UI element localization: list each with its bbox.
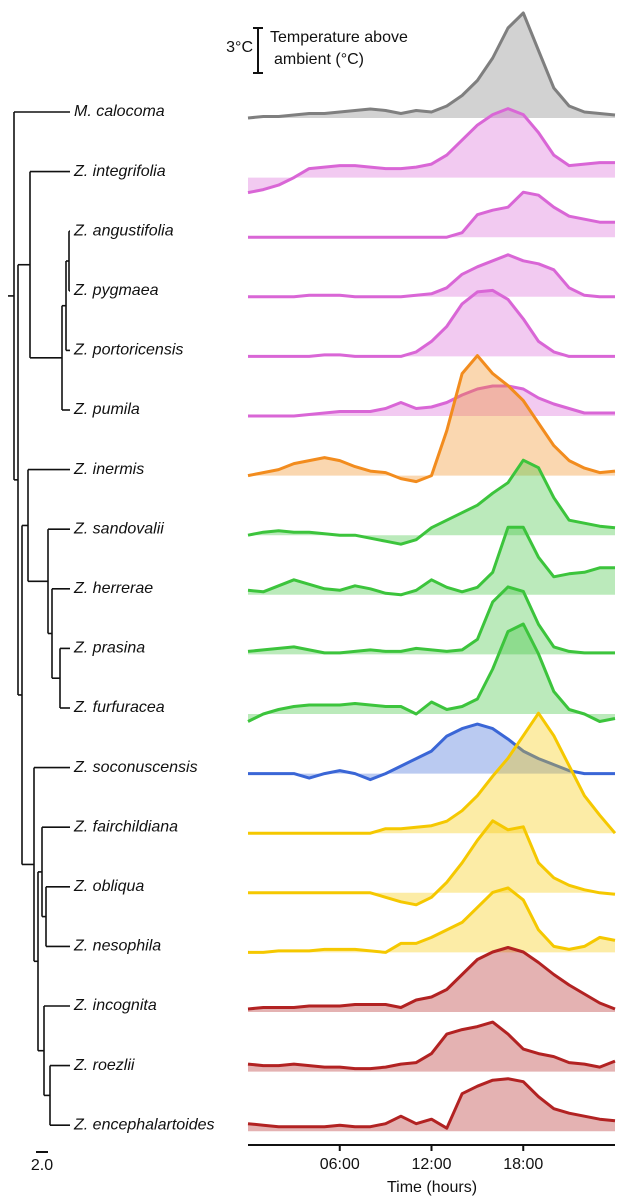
trace-area — [248, 460, 615, 545]
species-label: Z. sandovalii — [73, 520, 164, 537]
species-label: Z. obliqua — [73, 878, 144, 895]
scale-bar-label: 3°C — [226, 39, 253, 56]
species-label: Z. fairchildiana — [73, 818, 178, 835]
trace-line — [248, 722, 615, 782]
species-label: Z. nesophila — [73, 938, 161, 955]
species-label: Z. encephalartoides — [73, 1116, 215, 1133]
trace-line — [248, 384, 615, 418]
trace-area — [248, 1078, 615, 1132]
trace-area — [248, 355, 615, 482]
trace-line — [247, 1077, 616, 1130]
trace-line — [248, 190, 615, 239]
trace-area — [248, 1022, 615, 1072]
trace-area — [248, 192, 615, 238]
trace-area — [248, 947, 615, 1012]
species-label: Z. inermis — [73, 461, 144, 478]
species-label: Z. portoricensis — [73, 342, 183, 359]
species-label: Z. herrerae — [73, 580, 153, 597]
trace-area — [248, 713, 615, 834]
species-label: Z. incognita — [73, 997, 157, 1014]
trace-area — [248, 108, 615, 193]
species-label: M. calocoma — [74, 103, 165, 120]
x-tick-label: 18:00 — [503, 1156, 543, 1173]
species-label: Z. roezlii — [73, 1057, 135, 1074]
species-label: Z. integrifolia — [73, 163, 166, 180]
trace-area — [248, 820, 615, 905]
y-label: ambient (°C) — [274, 51, 364, 68]
species-label: Z. soconuscensis — [73, 759, 198, 776]
species-label: Z. pumila — [73, 401, 140, 418]
species-label: Z. prasina — [73, 640, 145, 657]
trace-area — [248, 254, 615, 297]
trace-area — [248, 290, 615, 357]
trace-line — [247, 525, 615, 597]
trace-line — [247, 107, 615, 195]
trace-line — [247, 11, 616, 120]
trace-area — [248, 13, 615, 118]
trace-area — [248, 386, 615, 416]
trace-area — [248, 624, 615, 722]
trace-line — [247, 1020, 616, 1071]
trace-line — [248, 288, 615, 358]
tree-scale-label: 2.0 — [31, 1157, 53, 1174]
x-tick-label: 12:00 — [411, 1156, 451, 1173]
trace-area — [248, 887, 615, 953]
trace-line — [247, 354, 616, 484]
trace-area — [248, 527, 615, 595]
x-label: Time (hours) — [387, 1179, 477, 1196]
trace-line — [247, 585, 615, 655]
trace-line — [247, 946, 616, 1011]
y-label: Temperature above — [270, 29, 408, 46]
trace-line — [248, 819, 616, 907]
trace-line — [247, 622, 616, 723]
trace-line — [248, 711, 617, 835]
species-label: Z. angustifolia — [73, 222, 174, 239]
trace-line — [248, 253, 615, 299]
species-label: Z. pygmaea — [73, 282, 159, 299]
species-label: Z. furfuracea — [73, 699, 165, 716]
x-tick-label: 06:00 — [320, 1156, 360, 1173]
trace-line — [248, 886, 616, 954]
trace-line — [247, 458, 616, 546]
trace-area — [248, 586, 615, 655]
